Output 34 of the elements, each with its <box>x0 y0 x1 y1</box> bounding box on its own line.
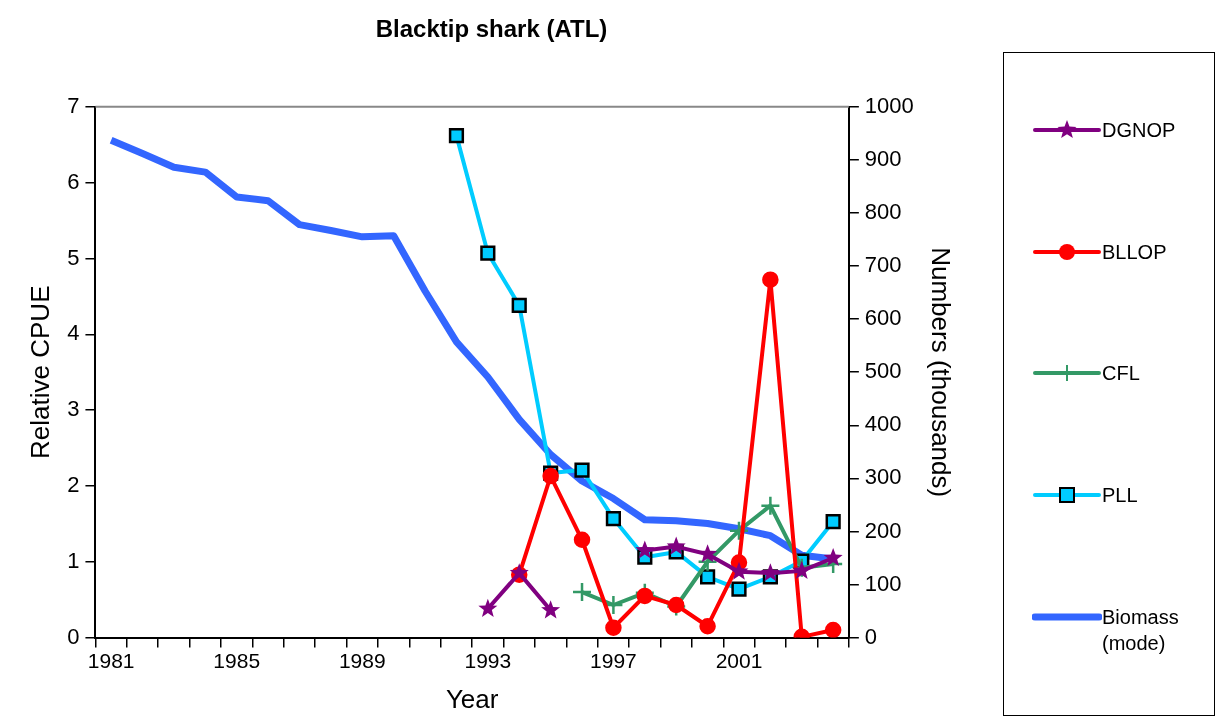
y2-tick-label: 400 <box>864 411 902 437</box>
x-tick-label: 1993 <box>464 649 512 672</box>
x-tick-label: 1985 <box>213 649 261 672</box>
y2-tick-label: 100 <box>864 570 902 596</box>
y2-tick-label: 500 <box>864 358 902 384</box>
chart-title: Blacktip shark (ATL) <box>375 15 608 43</box>
x-tick-label: 1981 <box>87 649 135 672</box>
y-tick-label: 5 <box>67 244 80 270</box>
y2-tick-label: 800 <box>864 199 902 225</box>
y-tick-label: 7 <box>67 92 80 118</box>
legend-label: PLL <box>1102 483 1139 509</box>
y2-tick-label: 600 <box>864 305 902 331</box>
y2-tick-label: 700 <box>864 252 902 278</box>
y-tick-label: 1 <box>67 547 80 573</box>
y2-tick-label: 200 <box>864 517 902 543</box>
legend-label: DGNOP <box>1102 118 1177 144</box>
y-tick-label: 2 <box>67 472 80 498</box>
x-tick-label: 2001 <box>715 649 763 672</box>
legend-label: CFL <box>1102 361 1141 387</box>
y2-tick-label: 300 <box>864 464 902 490</box>
y-tick-label: 4 <box>67 320 80 346</box>
y2-tick-label: 900 <box>864 145 902 171</box>
y2-axis-title: Numbers (thousands) <box>926 247 957 498</box>
y-axis-title: Relative CPUE <box>24 285 55 459</box>
y-tick-label: 3 <box>67 396 80 422</box>
x-axis-title: Year <box>445 683 499 714</box>
y-tick-label: 0 <box>67 623 80 649</box>
x-tick-label: 1997 <box>590 649 637 672</box>
x-tick-label: 1989 <box>338 649 386 672</box>
legend-label: BLLOP <box>1102 239 1168 265</box>
y2-tick-label: 0 <box>864 623 878 649</box>
y2-tick-label: 1000 <box>864 92 914 118</box>
y-tick-label: 6 <box>67 168 80 194</box>
legend-label: Biomass (mode) <box>1102 604 1180 656</box>
